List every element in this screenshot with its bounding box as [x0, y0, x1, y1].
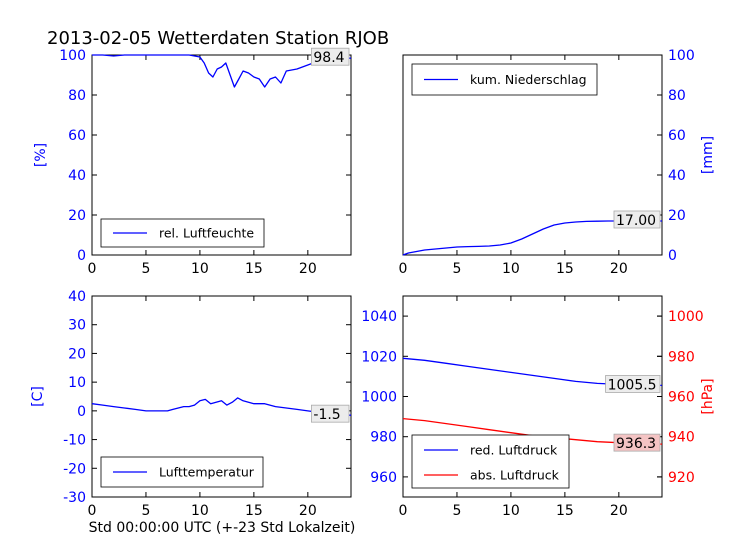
panel-bottom-left-value-label-box: [310, 404, 350, 423]
panel-top-right-y-tick-label: 80: [668, 88, 686, 104]
panel-bottom-right-legend-box: [411, 434, 570, 489]
panel-top-left-x-tick-label: 0: [88, 261, 97, 277]
panel-top-right-x-tick-label: 15: [556, 261, 574, 277]
panel-top-left-y-axis-label: [%]: [33, 143, 49, 167]
panel-top-right-y-tick-label: 40: [668, 168, 686, 184]
figure-xlabel: Std 00:00:00 UTC (+-23 Std Lokalzeit): [89, 520, 356, 536]
panel-top-right-y-tick-label: 100: [668, 48, 695, 64]
panel-bottom-right-legend-label: abs. Luftdruck: [470, 468, 560, 483]
panel-top-right-x-tick-label: 0: [399, 261, 408, 277]
panel-bottom-right-value-label-box: [613, 433, 661, 452]
panel-bottom-left-y-tick-label: -10: [63, 433, 86, 449]
panel-bottom-right-x-tick-label: 15: [556, 503, 574, 519]
panel-bottom-left-x-tick-label: 10: [191, 503, 209, 519]
panel-top-left-y-tick-label: 80: [68, 88, 86, 104]
panel-top-right-y-tick-label: 0: [668, 248, 677, 264]
panel-top-right-axes-frame: [402, 54, 663, 256]
panel-bottom-right-x-tick-label: 10: [502, 503, 520, 519]
panel-bottom-left-legend-label: Lufttemperatur: [159, 465, 255, 480]
panel-top-right-y-axis-label: [mm]: [700, 136, 716, 174]
panel-bottom-left-y-tick-label: 0: [77, 404, 86, 420]
panel-top-right-legend-label: kum. Niederschlag: [470, 72, 587, 87]
panel-bottom-left-y-tick-label: 30: [68, 318, 86, 334]
panel-top-right-x-tick-label: 20: [610, 261, 628, 277]
panel-bottom-right-right-y-tick-label: 920: [668, 470, 695, 486]
panel-bottom-right-y-tick-label: 1040: [361, 309, 397, 325]
panel-top-right-y-tick-label: 60: [668, 128, 686, 144]
panel-top-left-x-tick-label: 10: [191, 261, 209, 277]
panel-bottom-left-value-label: -1.5: [313, 407, 340, 423]
panel-bottom-right-value-label: 1005.5: [608, 377, 657, 393]
panel-bottom-right-value-label: 936.3: [616, 436, 656, 452]
panel-top-left-y-tick-label: 40: [68, 168, 86, 184]
panel-top-left-y-tick-label: 20: [68, 208, 86, 224]
panel-bottom-right-right-y-tick-label: 940: [668, 430, 695, 446]
panel-top-left-y-tick-label: 60: [68, 128, 86, 144]
panel-bottom-left-y-axis-label: [C]: [30, 386, 46, 407]
panel-top-left-x-tick-label: 15: [245, 261, 263, 277]
panel-top-left-x-tick-label: 20: [299, 261, 317, 277]
panel-top-left: 0 5 10 15 20 0 20 40 60 80 100 [%] 98.4 rel. Luftfeuc…: [33, 47, 352, 277]
panel-top-left-axes-frame: [91, 54, 352, 256]
panel-top-left-legend-label: rel. Luftfeuchte: [159, 226, 254, 241]
panel-bottom-right-right-y-tick-label: 980: [668, 349, 695, 365]
panel-bottom-right-value-label-box: [605, 375, 661, 393]
panel-bottom-left-series-line-0: [91, 397, 351, 416]
panel-bottom-right-y-tick-label: 980: [370, 430, 397, 446]
panel-top-right-value-label-box: [613, 210, 661, 229]
panel-bottom-left: 0 5 10 15 20 -30 -20 -10 0 10 20 30 40 [C] -1.5 Lufttem…: [30, 289, 352, 519]
panel-top-left-x-tick-label: 5: [141, 261, 150, 277]
panel-bottom-right-y-tick-label: 960: [370, 470, 397, 486]
panel-bottom-right: 0 5 10 15 20 960 980 1000 1020 1040 920 940 960 980 10…: [361, 295, 716, 519]
panel-bottom-left-y-tick-label: 20: [68, 346, 86, 362]
panel-bottom-left-x-tick-label: 0: [88, 503, 97, 519]
panel-bottom-right-y-tick-label: 1020: [361, 349, 397, 365]
panel-bottom-right-x-tick-label: 5: [452, 503, 461, 519]
panel-bottom-right-legend-label: red. Luftdruck: [470, 443, 558, 458]
panel-bottom-right-x-tick-label: 0: [399, 503, 408, 519]
panel-bottom-left-y-tick-label: 40: [68, 289, 86, 305]
panel-bottom-left-x-tick-label: 5: [141, 503, 150, 519]
panel-top-right: 0 5 10 15 20 0 20 40 60 80 100 [mm] 17.00 kum. Nieder…: [399, 48, 716, 277]
panel-bottom-left-y-tick-label: -20: [63, 461, 86, 477]
figure-title: 2013-02-05 Wetterdaten Station RJOB: [47, 28, 389, 49]
panel-bottom-right-right-y-tick-label: 1000: [668, 309, 704, 325]
panel-bottom-right-y-axis-label: [hPa]: [700, 378, 716, 414]
panel-top-right-x-tick-label: 5: [452, 261, 461, 277]
panel-top-left-series-line-0: [92, 54, 351, 88]
panel-top-right-y-tick-label: 20: [668, 208, 686, 224]
panel-top-left-y-tick-label: 100: [59, 48, 86, 64]
panel-top-left-value-label-box: [310, 47, 350, 66]
panel-top-right-x-tick-label: 10: [502, 261, 520, 277]
panel-bottom-right-x-tick-label: 20: [610, 503, 628, 519]
panel-bottom-left-axes-frame: [91, 295, 352, 498]
panel-top-left-value-label: 98.4: [313, 50, 344, 66]
panel-bottom-left-x-tick-label: 15: [245, 503, 263, 519]
panel-bottom-left-y-tick-label: 10: [68, 375, 86, 391]
panel-bottom-left-y-tick-label: -30: [63, 490, 86, 506]
panel-bottom-right-y-tick-label: 1000: [361, 390, 397, 406]
panel-top-left-y-tick-label: 0: [77, 248, 86, 264]
panel-top-right-value-label: 17.00: [616, 213, 656, 229]
panel-bottom-left-x-tick-label: 20: [299, 503, 317, 519]
panel-bottom-right-right-y-tick-label: 960: [668, 390, 695, 406]
